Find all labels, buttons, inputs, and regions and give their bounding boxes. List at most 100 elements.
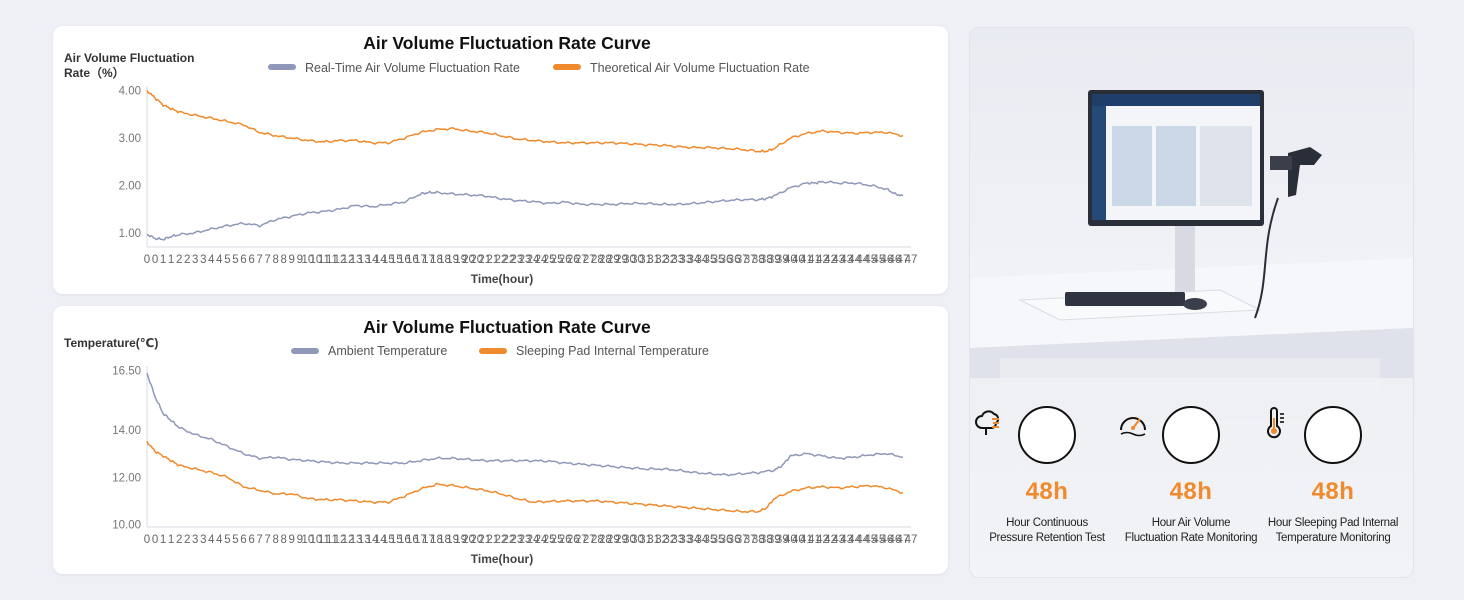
y-axis-label-line2: Rate（%） bbox=[64, 65, 125, 80]
x-tick-label: 44 bbox=[848, 254, 861, 266]
x-tick-label: 21 bbox=[486, 254, 499, 266]
x-tick-label: 3 bbox=[200, 534, 206, 546]
x-tick-label: 33 bbox=[671, 254, 684, 266]
stat-label-line1: Hour Air Volume bbox=[1151, 517, 1231, 529]
x-tick-label: 11 bbox=[318, 254, 330, 266]
x-tick-label: 19 bbox=[446, 254, 459, 266]
x-tick-label: 4 bbox=[208, 254, 215, 266]
x-tick-label: 31 bbox=[639, 534, 652, 546]
legend-label-theoretical: Theoretical Air Volume Fluctuation Rate bbox=[590, 61, 810, 75]
x-tick-label: 19 bbox=[454, 254, 467, 266]
x-tick-label: 10 bbox=[301, 534, 314, 546]
legend: Real-Time Air Volume Fluctuation Rate Th… bbox=[268, 61, 810, 75]
x-tick-label: 15 bbox=[390, 534, 403, 546]
x-tick-label: 13 bbox=[358, 254, 371, 266]
x-tick-label: 24 bbox=[527, 534, 540, 546]
x-tick-label: 40 bbox=[784, 254, 797, 266]
x-tick-label: 19 bbox=[446, 534, 459, 546]
y-tick-label: 16.50 bbox=[112, 366, 141, 378]
x-tick-label: 43 bbox=[832, 534, 845, 546]
scanner-cable bbox=[1254, 197, 1279, 319]
temperature-chart: Air Volume Fluctuation Rate Curve Temper… bbox=[64, 317, 917, 566]
x-tick-label: 2 bbox=[184, 534, 190, 546]
x-tick-label: 7 bbox=[256, 534, 262, 546]
x-tick-label: 38 bbox=[760, 534, 773, 546]
x-tick-label: 41 bbox=[808, 254, 821, 266]
x-tick-label: 9 bbox=[297, 254, 303, 266]
stat-label-line1: Hour Continuous bbox=[1006, 517, 1088, 529]
legend-swatch-ambient bbox=[291, 348, 319, 354]
barcode-scanner bbox=[1288, 147, 1322, 197]
x-tick-label: 24 bbox=[527, 254, 540, 266]
x-tick-label: 11 bbox=[326, 254, 338, 266]
series-line-orange bbox=[146, 440, 904, 514]
x-tick-label: 14 bbox=[374, 254, 387, 266]
y-tick-label: 3.00 bbox=[119, 133, 141, 145]
x-tick-label: 47 bbox=[897, 254, 910, 266]
x-tick-label: 3 bbox=[200, 254, 206, 266]
x-tick-label: 36 bbox=[720, 254, 733, 266]
x-tick-label: 37 bbox=[736, 254, 749, 266]
x-tick-label: 44 bbox=[848, 534, 861, 546]
x-tick-label: 39 bbox=[776, 534, 789, 546]
x-tick-label: 36 bbox=[728, 534, 741, 546]
x-tick-label: 13 bbox=[350, 534, 363, 546]
x-tick-label: 18 bbox=[438, 534, 451, 546]
x-tick-label: 16 bbox=[406, 254, 419, 266]
x-tick-label: 0 bbox=[152, 254, 158, 266]
x-tick-label: 38 bbox=[752, 254, 765, 266]
legend-swatch-theoretical bbox=[553, 64, 581, 70]
x-tick-label: 24 bbox=[535, 534, 548, 546]
x-tick-label: 37 bbox=[744, 254, 757, 266]
x-tick-label: 5 bbox=[232, 254, 238, 266]
x-tick-label: 25 bbox=[551, 534, 564, 546]
x-tick-label: 26 bbox=[567, 254, 580, 266]
y-tick-label: 10.00 bbox=[112, 520, 141, 532]
monitor-stand bbox=[1175, 223, 1195, 293]
legend-label-realtime: Real-Time Air Volume Fluctuation Rate bbox=[305, 61, 520, 75]
x-tick-label: 20 bbox=[462, 254, 475, 266]
screen-data-grid bbox=[1112, 126, 1252, 206]
x-tick-label: 45 bbox=[864, 254, 877, 266]
x-tick-label: 2 bbox=[176, 534, 182, 546]
x-tick-label: 43 bbox=[840, 254, 853, 266]
x-tick-label: 35 bbox=[712, 254, 725, 266]
legend-label-ambient: Ambient Temperature bbox=[328, 344, 447, 358]
x-tick-label: 10 bbox=[309, 534, 322, 546]
x-tick-label: 12 bbox=[342, 254, 355, 266]
x-axis-label: Time(hour) bbox=[471, 552, 533, 566]
series-layer bbox=[146, 89, 904, 241]
x-tick-label: 8 bbox=[281, 534, 287, 546]
x-tick-label: 19 bbox=[454, 534, 467, 546]
x-tick-label: 39 bbox=[776, 254, 789, 266]
x-tick-label: 31 bbox=[647, 534, 660, 546]
x-tick-label: 1 bbox=[160, 534, 166, 546]
x-tick-label: 6 bbox=[240, 254, 246, 266]
x-tick-label: 15 bbox=[382, 534, 395, 546]
monitor-screen bbox=[1092, 94, 1260, 220]
x-tick-label: 27 bbox=[583, 534, 596, 546]
x-tick-label: 12 bbox=[342, 534, 355, 546]
testing-equipment-panel: 48h Hour Continuous Pressure Retention T… bbox=[969, 27, 1414, 578]
x-tick-label: 24 bbox=[535, 254, 548, 266]
x-tick-label: 41 bbox=[808, 534, 821, 546]
x-tick-label: 23 bbox=[519, 534, 532, 546]
x-tick-label: 43 bbox=[840, 534, 853, 546]
x-tick-label: 42 bbox=[824, 254, 837, 266]
x-tick-label: 45 bbox=[864, 534, 877, 546]
x-tick-label: 33 bbox=[671, 534, 684, 546]
x-tick-label: 30 bbox=[631, 534, 644, 546]
x-tick-label: 23 bbox=[511, 254, 524, 266]
air-volume-chart: Air Volume Fluctuation Rate Curve Air Vo… bbox=[64, 33, 917, 286]
x-tick-label: 1 bbox=[168, 534, 174, 546]
x-tick-label: 16 bbox=[398, 534, 411, 546]
y-axis-label-line1: Air Volume Fluctuation bbox=[64, 51, 194, 65]
x-tick-label: 20 bbox=[470, 534, 483, 546]
x-tick-label: 30 bbox=[623, 534, 636, 546]
x-tick-label: 6 bbox=[240, 534, 246, 546]
x-tick-label: 5 bbox=[232, 534, 238, 546]
y-axis-label: Temperature(℃) bbox=[64, 336, 158, 350]
x-tick-label: 41 bbox=[800, 534, 813, 546]
x-tick-label: 23 bbox=[511, 534, 524, 546]
x-tick-label: 46 bbox=[889, 534, 902, 546]
